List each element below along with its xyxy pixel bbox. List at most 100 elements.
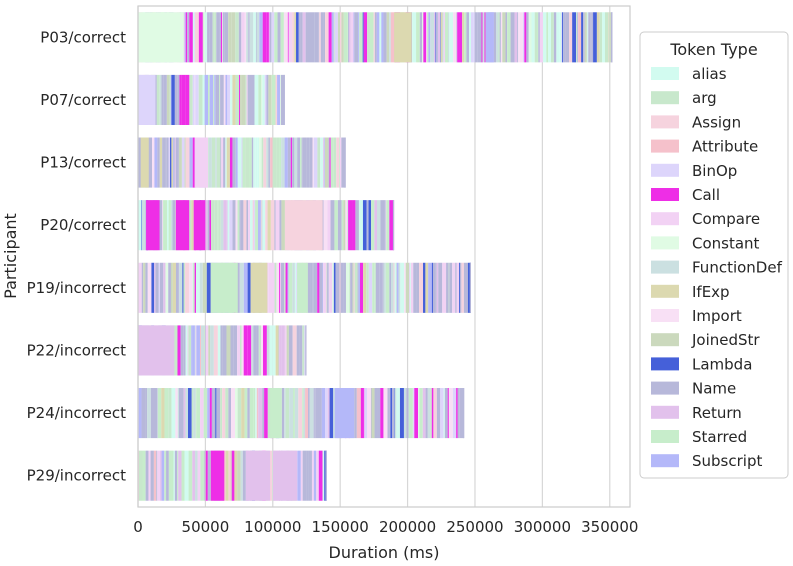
- token-segment: [326, 262, 328, 313]
- token-segment: [229, 200, 233, 251]
- token-segment: [287, 262, 289, 313]
- y-tick-label: P03/correct: [40, 28, 126, 46]
- x-tick-label: 150000: [312, 518, 369, 536]
- token-segment: [215, 74, 220, 125]
- token-segment: [314, 388, 316, 439]
- token-segment: [220, 388, 223, 439]
- token-segment: [319, 262, 323, 313]
- token-segment: [367, 388, 371, 439]
- token-segment: [306, 137, 310, 188]
- token-segment: [327, 262, 329, 313]
- token-segment: [255, 200, 258, 251]
- token-segment: [284, 200, 323, 251]
- token-segment: [204, 74, 208, 125]
- token-segment: [261, 137, 264, 188]
- token-segment: [278, 325, 280, 376]
- token-segment: [296, 12, 299, 63]
- token-segment: [304, 325, 306, 376]
- token-segment: [259, 137, 262, 188]
- token-segment: [196, 262, 200, 313]
- token-segment: [178, 388, 184, 439]
- token-segment: [305, 12, 308, 63]
- token-segment: [148, 450, 151, 501]
- token-segment: [205, 450, 208, 501]
- token-segment: [225, 388, 229, 439]
- token-segment: [193, 388, 196, 439]
- legend-swatch: [651, 236, 679, 250]
- token-segment: [209, 200, 212, 251]
- token-segment: [383, 388, 388, 439]
- token-segment: [335, 262, 340, 313]
- token-segment: [138, 325, 175, 376]
- token-segment: [481, 12, 483, 63]
- token-segment: [209, 12, 213, 63]
- y-tick-label: P29/incorrect: [27, 467, 127, 485]
- token-segment: [394, 388, 397, 439]
- token-segment: [173, 137, 175, 188]
- token-segment: [168, 388, 172, 439]
- token-segment: [301, 137, 303, 188]
- x-tick-label: 200000: [379, 518, 436, 536]
- token-segment: [145, 200, 147, 251]
- token-segment: [596, 12, 600, 63]
- token-segment: [385, 200, 387, 251]
- token-segment: [221, 137, 224, 188]
- token-segment: [408, 388, 413, 439]
- token-segment: [392, 388, 395, 439]
- token-segment: [274, 12, 278, 63]
- token-segment: [374, 200, 377, 251]
- token-segment: [294, 262, 297, 313]
- token-segment: [261, 74, 263, 125]
- token-segment: [423, 12, 427, 63]
- token-segment: [611, 12, 613, 63]
- token-segment: [247, 262, 251, 313]
- token-segment: [317, 262, 320, 313]
- token-segment: [159, 262, 164, 313]
- token-segment: [442, 12, 444, 63]
- y-axis-label: Participant: [1, 213, 20, 299]
- token-segment: [561, 12, 563, 63]
- token-segment: [189, 74, 193, 125]
- legend-label: Lambda: [692, 355, 752, 373]
- token-segment: [196, 388, 201, 439]
- token-segment: [257, 200, 261, 251]
- token-segment: [294, 388, 299, 439]
- token-segment: [178, 450, 182, 501]
- token-segment: [281, 388, 282, 439]
- token-segment: [381, 12, 384, 63]
- token-segment: [227, 74, 231, 125]
- token-segment: [334, 200, 338, 251]
- token-segment: [376, 200, 381, 251]
- token-segment: [237, 200, 240, 251]
- token-segment: [151, 262, 155, 313]
- token-segment: [231, 12, 236, 63]
- token-segment: [239, 200, 241, 251]
- token-segment: [463, 262, 468, 313]
- token-segment: [281, 325, 285, 376]
- token-segment: [215, 137, 217, 188]
- token-segment: [305, 325, 307, 376]
- token-segment: [267, 200, 271, 251]
- token-segment: [138, 388, 142, 439]
- legend-label: Constant: [692, 234, 760, 252]
- token-segment: [362, 200, 367, 251]
- token-segment: [334, 388, 354, 439]
- token-segment: [404, 262, 406, 313]
- token-segment: [376, 12, 380, 63]
- token-segment: [240, 325, 242, 376]
- token-segment: [236, 262, 240, 313]
- token-segment: [360, 388, 364, 439]
- token-segment: [379, 262, 383, 313]
- token-segment: [183, 325, 186, 376]
- token-segment: [154, 262, 156, 313]
- token-segment: [270, 262, 275, 313]
- token-segment: [363, 388, 365, 439]
- token-segment: [154, 74, 157, 125]
- legend-label: Import: [692, 307, 742, 325]
- token-segment: [380, 200, 385, 251]
- legend-swatch: [651, 357, 679, 371]
- token-segment: [309, 137, 313, 188]
- token-segment: [323, 262, 327, 313]
- token-segment: [204, 12, 208, 63]
- token-segment: [356, 388, 361, 439]
